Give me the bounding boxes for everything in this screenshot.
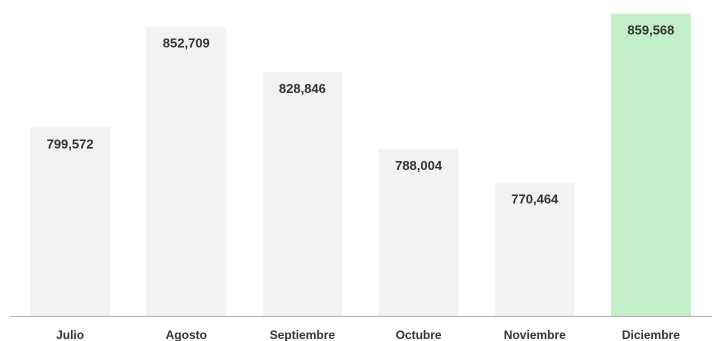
data-label-julio: 799,572 bbox=[47, 136, 94, 151]
data-label-septiembre: 828,846 bbox=[279, 81, 326, 96]
data-label-octubre: 788,004 bbox=[395, 158, 443, 173]
x-tick-label-diciembre: Diciembre bbox=[622, 328, 680, 341]
bars-layer bbox=[30, 13, 691, 316]
data-label-agosto: 852,709 bbox=[163, 36, 210, 51]
data-label-diciembre: 859,568 bbox=[627, 23, 674, 38]
bar-noviembre bbox=[494, 182, 575, 316]
labels-layer: 799,572 Julio 852,709 Agosto 828,846 Septiemb… bbox=[47, 23, 681, 341]
x-tick-label-octubre: Octubre bbox=[396, 328, 442, 341]
x-tick-label-septiembre: Septiembre bbox=[270, 328, 336, 341]
bar-agosto bbox=[146, 26, 227, 316]
data-label-noviembre: 770,464 bbox=[511, 192, 559, 207]
bar-septiembre bbox=[262, 71, 343, 316]
bar-julio bbox=[30, 127, 111, 316]
x-tick-label-agosto: Agosto bbox=[166, 328, 207, 341]
bar-octubre bbox=[378, 149, 459, 316]
bar-diciembre bbox=[610, 13, 691, 316]
x-tick-label-noviembre: Noviembre bbox=[504, 328, 566, 341]
x-tick-label-julio: Julio bbox=[56, 328, 84, 341]
